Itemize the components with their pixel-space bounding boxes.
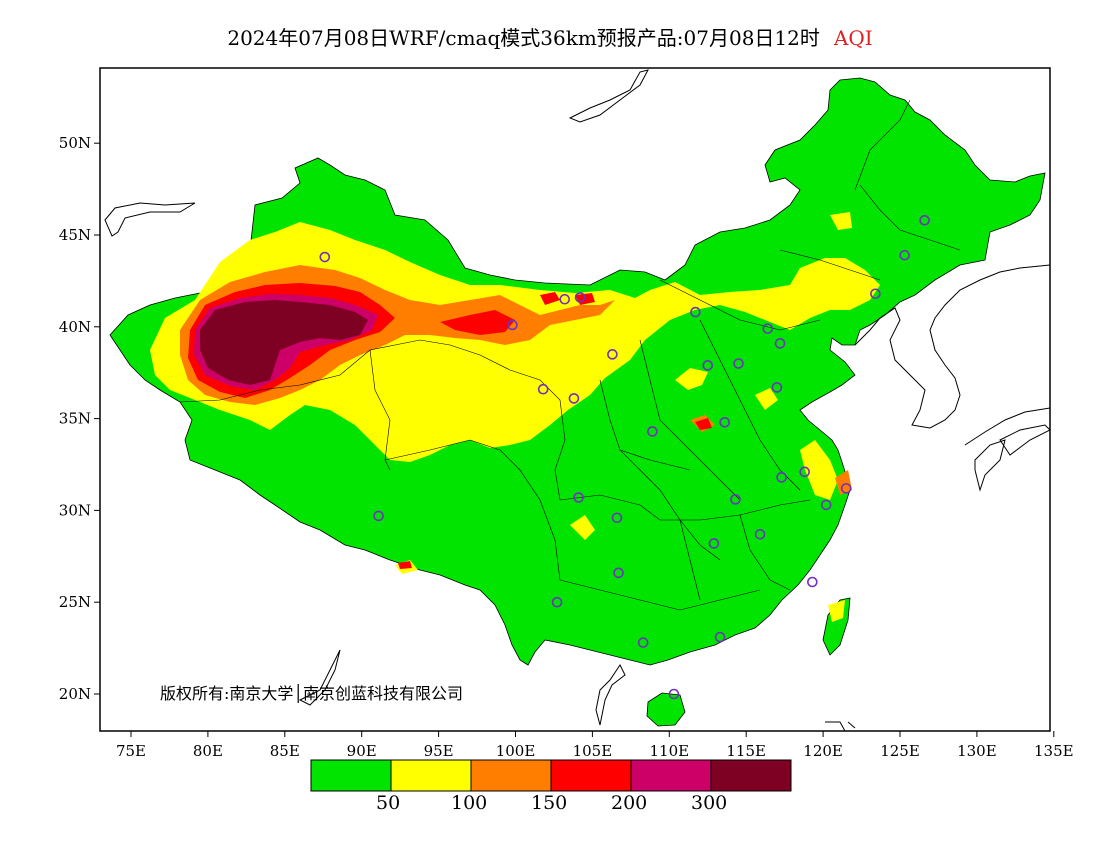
- station-marker: [373, 510, 384, 522]
- station-marker: [799, 466, 810, 478]
- lat-tick-label: 25N: [59, 593, 91, 611]
- station-marker: [719, 416, 730, 428]
- lon-tick-label: 90E: [347, 742, 377, 760]
- station-marker: [551, 596, 563, 608]
- station-marker: [807, 576, 818, 588]
- station-marker: [820, 499, 832, 511]
- legend-label: 200: [611, 792, 648, 814]
- station-marker: [690, 306, 701, 318]
- station-marker: [647, 426, 658, 437]
- legend-label: 50: [376, 792, 401, 814]
- lon-tick-label: 75E: [116, 742, 146, 760]
- copyright-notice: 版权所有:南京大学│南京创蓝科技有限公司: [160, 684, 464, 703]
- station-marker: [730, 494, 741, 505]
- map-area: [104, 69, 1050, 731]
- latitude-axis: 20N 25N 30N 35N 40N 45N 50N: [59, 134, 100, 703]
- legend-swatch: [470, 759, 552, 792]
- station-marker: [613, 567, 624, 579]
- station-marker: [840, 483, 852, 494]
- lat-tick-label: 40N: [59, 318, 91, 336]
- station-marker: [568, 393, 580, 404]
- station-marker: [319, 251, 331, 263]
- title-variable: AQI: [833, 26, 873, 50]
- hainan-island: [646, 692, 686, 727]
- lon-tick-label: 130E: [957, 742, 997, 760]
- lon-tick-label: 125E: [880, 742, 920, 760]
- station-marker: [774, 338, 786, 349]
- station-marker: [919, 215, 930, 226]
- legend-label: 300: [691, 792, 728, 814]
- legend-swatch: [630, 759, 712, 792]
- station-marker: [771, 382, 783, 393]
- station-marker: [708, 538, 720, 549]
- aqi-hazardous-region: [200, 300, 368, 385]
- station-marker: [611, 512, 623, 524]
- lat-tick-label: 35N: [59, 410, 91, 428]
- coastlines: [104, 69, 1050, 731]
- station-marker: [574, 292, 586, 303]
- lon-tick-label: 80E: [193, 742, 223, 760]
- legend-label: 100: [451, 792, 488, 814]
- station-marker: [754, 528, 766, 540]
- station-marker: [573, 492, 584, 503]
- lat-tick-label: 45N: [59, 226, 91, 244]
- station-marker: [733, 358, 744, 369]
- legend-label: 150: [531, 792, 568, 814]
- station-marker: [776, 472, 787, 483]
- lon-tick-label: 135E: [1034, 742, 1074, 760]
- station-marker: [537, 383, 549, 395]
- station-marker: [702, 360, 714, 371]
- longitude-axis: 75E 80E 85E 90E 95E 100E 105E 110E 115E 120E 125E 1…: [116, 731, 1074, 760]
- legend-swatch: [310, 759, 392, 792]
- lon-tick-label: 115E: [726, 742, 766, 760]
- lon-tick-label: 100E: [496, 742, 536, 760]
- lon-tick-label: 85E: [270, 742, 300, 760]
- lon-tick-label: 105E: [573, 742, 613, 760]
- title-main: 2024年07月08日WRF/cmaq模式36km预报产品:07月08日12时: [227, 26, 820, 50]
- legend-swatch: [550, 759, 632, 792]
- chart-title: 2024年07月08日WRF/cmaq模式36km预报产品:07月08日12时 A…: [0, 22, 1100, 51]
- aqi-legend: [310, 759, 792, 792]
- station-marker: [507, 319, 518, 331]
- lon-tick-label: 120E: [803, 742, 843, 760]
- monitoring-stations: [319, 215, 930, 700]
- legend-swatch: [710, 759, 792, 792]
- station-marker: [668, 688, 680, 700]
- station-marker: [899, 249, 910, 261]
- lat-tick-label: 50N: [59, 134, 91, 152]
- lat-tick-label: 20N: [59, 685, 91, 703]
- station-marker: [762, 323, 774, 334]
- legend-swatch: [390, 759, 472, 792]
- station-marker: [870, 288, 881, 300]
- station-marker: [714, 631, 726, 643]
- lon-tick-label: 95E: [424, 742, 454, 760]
- map-frame: [99, 67, 1051, 732]
- lat-tick-label: 30N: [59, 501, 91, 519]
- station-marker: [559, 293, 571, 305]
- station-marker: [637, 637, 649, 648]
- lon-tick-label: 110E: [650, 742, 690, 760]
- station-marker: [607, 349, 618, 360]
